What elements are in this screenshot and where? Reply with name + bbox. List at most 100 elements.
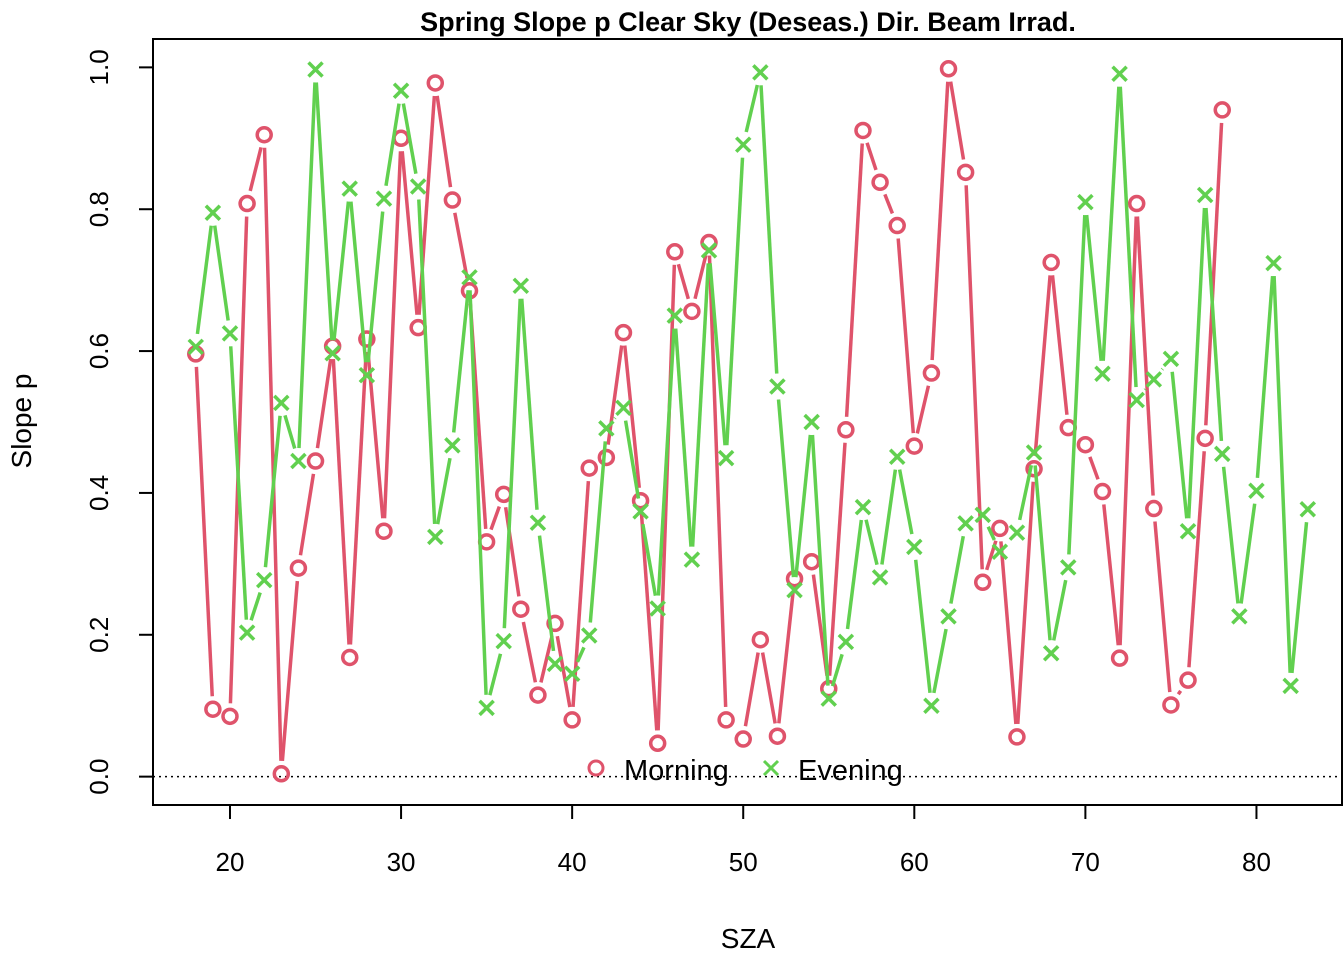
morning-segment <box>1053 275 1067 414</box>
evening-point <box>959 516 973 530</box>
evening-point <box>1198 188 1212 202</box>
morning-segment <box>1120 217 1136 646</box>
legend-evening-label: Evening <box>798 755 903 787</box>
legend-morning-label: Morning <box>624 755 729 787</box>
morning-point <box>343 650 357 664</box>
evening-segment <box>539 536 553 651</box>
evening-point <box>291 454 305 468</box>
evening-point <box>1164 352 1178 366</box>
morning-point <box>497 487 511 501</box>
morning-point <box>565 713 579 727</box>
series-morning <box>189 62 1229 781</box>
evening-point <box>1044 646 1058 660</box>
evening-point <box>428 530 442 544</box>
morning-point <box>1095 485 1109 499</box>
morning-point <box>394 131 408 145</box>
evening-point <box>685 553 699 567</box>
y-tick-label: 0.6 <box>84 333 114 369</box>
morning-segment <box>437 96 450 187</box>
morning-point <box>1010 730 1024 744</box>
evening-segment <box>1087 215 1102 361</box>
morning-point <box>616 326 630 340</box>
evening-point <box>1284 679 1298 693</box>
morning-point <box>531 688 545 702</box>
morning-segment <box>265 148 281 761</box>
evening-segment <box>1120 87 1136 387</box>
evening-segment <box>882 470 895 565</box>
evening-segment <box>727 158 743 446</box>
morning-point <box>240 197 254 211</box>
evening-segment <box>812 435 828 686</box>
evening-segment <box>1035 465 1050 640</box>
morning-point <box>907 439 921 453</box>
morning-point <box>1215 103 1229 117</box>
evening-point <box>719 451 733 465</box>
x-tick-label: 40 <box>558 847 587 877</box>
morning-segment <box>523 622 535 682</box>
evening-point <box>411 180 425 194</box>
morning-segment <box>847 143 863 416</box>
morning-point <box>736 732 750 746</box>
morning-point <box>719 713 733 727</box>
x-tick-label: 30 <box>387 847 416 877</box>
evening-point <box>257 573 271 587</box>
evening-point <box>976 508 990 522</box>
y-axis: 0.00.20.40.60.81.0 <box>84 49 153 794</box>
evening-segment <box>676 329 691 547</box>
evening-point <box>480 701 494 715</box>
evening-point <box>1147 372 1161 386</box>
evening-point <box>668 309 682 323</box>
evening-segment <box>438 458 450 524</box>
evening-point <box>1078 195 1092 209</box>
evening-point <box>1130 393 1144 407</box>
morning-point <box>924 366 938 380</box>
evening-segment <box>1103 87 1119 361</box>
legend-evening-marker <box>764 761 778 775</box>
y-tick-label: 0.4 <box>84 475 114 511</box>
evening-point <box>497 634 511 648</box>
evening-point <box>1232 609 1246 623</box>
morning-point <box>1130 197 1144 211</box>
evening-point <box>1095 367 1109 381</box>
morning-point <box>753 633 767 647</box>
evening-point <box>1027 445 1041 459</box>
x-tick-label: 80 <box>1242 847 1271 877</box>
evening-point <box>1061 560 1075 574</box>
evening-segment <box>522 299 537 510</box>
evening-point <box>377 192 391 206</box>
morning-point <box>959 165 973 179</box>
morning-segment <box>1090 457 1098 479</box>
morning-point <box>668 245 682 259</box>
evening-point <box>924 699 938 713</box>
evening-segment <box>419 200 435 524</box>
morning-point <box>428 76 442 90</box>
morning-segment <box>951 82 964 160</box>
morning-point <box>1147 502 1161 516</box>
evening-segment <box>1069 215 1085 554</box>
legend-morning-marker <box>589 761 603 775</box>
morning-point <box>976 575 990 589</box>
evening-segment <box>934 629 946 693</box>
evening-point <box>582 628 596 642</box>
x-tick-label: 60 <box>900 847 929 877</box>
evening-point <box>548 657 562 671</box>
evening-segment <box>215 226 228 321</box>
evening-segment <box>866 520 877 565</box>
x-tick-label: 50 <box>729 847 758 877</box>
morning-segment <box>1206 123 1222 425</box>
morning-point <box>993 521 1007 535</box>
morning-point <box>1164 698 1178 712</box>
x-tick-label: 70 <box>1071 847 1100 877</box>
evening-point <box>1113 67 1127 81</box>
morning-segment <box>317 359 330 448</box>
evening-segment <box>251 593 260 621</box>
evening-point <box>206 206 220 220</box>
morning-point <box>599 450 613 464</box>
morning-point <box>445 193 459 207</box>
evening-point <box>1249 484 1263 498</box>
y-axis-label: Slope p <box>6 374 37 469</box>
morning-point <box>291 561 305 575</box>
evening-segment <box>1054 580 1066 640</box>
